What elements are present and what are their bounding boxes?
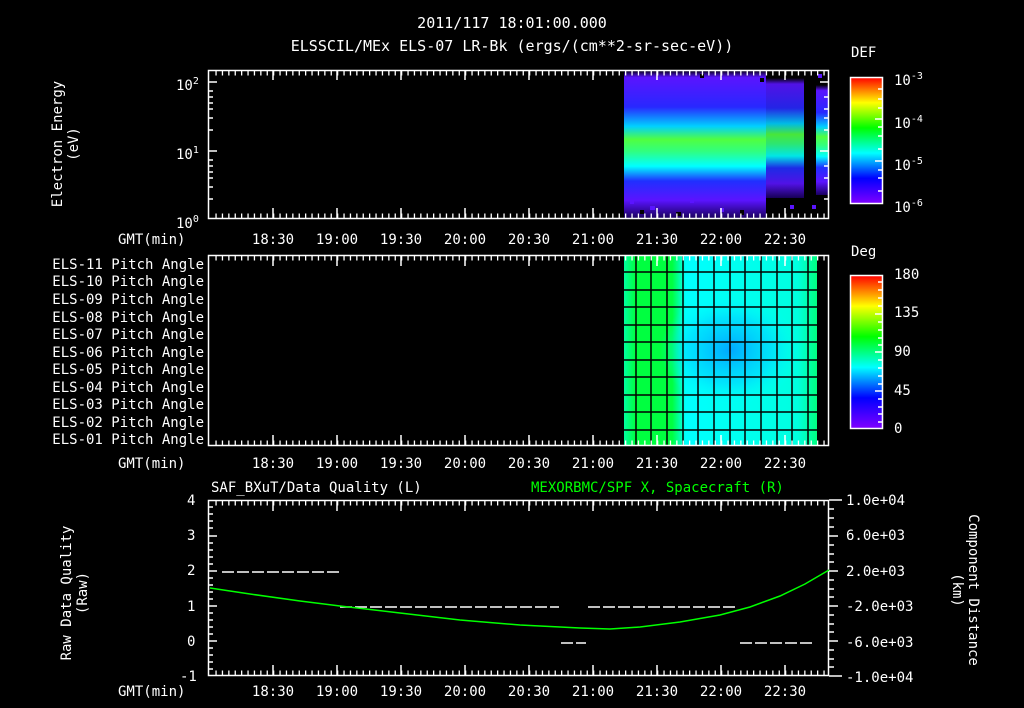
pitch-row-label: ELS-06 Pitch Angle xyxy=(52,345,204,361)
pitch-row-label: ELS-05 Pitch Angle xyxy=(52,362,204,378)
pitch-angle-grid xyxy=(624,255,817,446)
def-tick-1e-4: 10-4 xyxy=(894,114,923,132)
energy-xlabel: GMT(min) xyxy=(118,232,186,248)
plot-subtitle: ELSSCIL/MEx ELS-07 LR-Bk (ergs/(cm**2-sr… xyxy=(290,37,734,55)
pitch-row-label: ELS-03 Pitch Angle xyxy=(52,397,204,413)
energy-ytick-1: 100 xyxy=(176,214,199,232)
distance-ylabel: Component Distance (km) xyxy=(949,514,981,666)
deg-tick-45: 45 xyxy=(894,383,911,399)
def-tick-1e-6: 10-6 xyxy=(894,198,923,216)
quality-right-title: MEXORBMC/SPF X, Spacecraft (R) xyxy=(531,480,784,496)
spacecraft-x-series xyxy=(209,569,830,630)
quality-ylabel: Raw Data Quality (Raw) xyxy=(59,525,91,661)
pitch-row-label: ELS-11 Pitch Angle xyxy=(52,257,204,273)
pitch-row-label: ELS-02 Pitch Angle xyxy=(52,415,204,431)
pitch-row-label: ELS-09 Pitch Angle xyxy=(52,292,204,308)
energy-ytick-10: 101 xyxy=(176,145,199,163)
quality-left-title: SAF_BXuT/Data Quality (L) xyxy=(211,480,422,496)
energy-ylabel: Electron Energy (eV) xyxy=(50,80,82,208)
def-colorbar-title: DEF xyxy=(851,45,877,61)
energy-ytick-100: 102 xyxy=(176,76,199,94)
pitch-row-label: ELS-10 Pitch Angle xyxy=(52,274,204,290)
def-tick-1e-3: 10-3 xyxy=(894,71,923,89)
deg-tick-180: 180 xyxy=(894,267,920,283)
deg-tick-0: 0 xyxy=(894,421,903,437)
pitch-row-label: ELS-07 Pitch Angle xyxy=(52,327,204,343)
data-quality-series xyxy=(222,571,815,644)
pitch-xlabel: GMT(min) xyxy=(118,456,186,472)
quality-xlabel: GMT(min) xyxy=(118,684,186,700)
deg-colorbar-title: Deg xyxy=(851,244,877,260)
plot-timestamp: 2011/117 18:01:00.000 xyxy=(417,14,607,32)
pitch-row-label: ELS-01 Pitch Angle xyxy=(52,432,204,448)
time-ticks-bottom xyxy=(272,501,786,675)
energy-y-ticks xyxy=(208,81,829,200)
energy-spectrogram xyxy=(624,70,829,218)
def-tick-1e-5: 10-5 xyxy=(894,156,923,174)
pitch-row-label: ELS-04 Pitch Angle xyxy=(52,380,204,396)
pitch-row-label: ELS-08 Pitch Angle xyxy=(52,310,204,326)
deg-tick-90: 90 xyxy=(894,344,911,360)
def-colorbar xyxy=(849,76,884,205)
quality-y-ticks xyxy=(208,499,842,677)
deg-tick-135: 135 xyxy=(894,305,920,321)
